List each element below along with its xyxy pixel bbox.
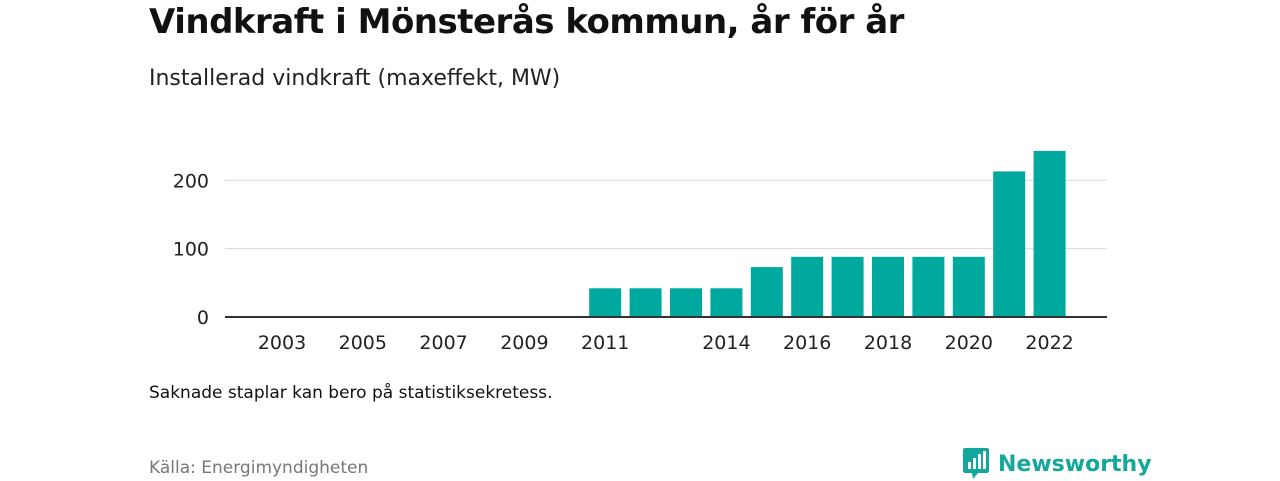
bar-2019 xyxy=(912,256,945,317)
y-tick-label: 0 xyxy=(197,307,209,329)
x-tick-label: 2005 xyxy=(339,332,387,354)
x-tick-label: 2018 xyxy=(864,332,912,354)
bar-2015 xyxy=(750,267,783,317)
x-tick-label: 2016 xyxy=(783,332,831,354)
brand-name: Newsworthy xyxy=(998,451,1152,477)
chart-title: Vindkraft i Mönsterås kommun, år för år xyxy=(149,2,904,42)
y-tick-label: 100 xyxy=(173,239,209,261)
x-tick-label: 2022 xyxy=(1025,332,1073,354)
footnote: Saknade staplar kan bero på statistiksek… xyxy=(149,383,553,403)
x-tick-label: 2009 xyxy=(500,332,548,354)
x-tick-label: 2011 xyxy=(581,332,629,354)
bar-2020 xyxy=(952,256,985,317)
bar-2018 xyxy=(872,256,904,317)
x-tick-label: 2014 xyxy=(702,332,750,354)
bar-2014 xyxy=(710,288,743,317)
bar-2022 xyxy=(1033,150,1066,317)
brand-logo: Newsworthy xyxy=(962,447,1152,481)
bar-2011 xyxy=(589,288,622,317)
newsworthy-icon xyxy=(963,448,989,479)
bar-2017 xyxy=(831,256,864,317)
bar-2013 xyxy=(670,288,702,317)
x-tick-label: 2003 xyxy=(258,332,306,354)
chart-subtitle: Installerad vindkraft (maxeffekt, MW) xyxy=(149,66,561,91)
y-tick-label: 200 xyxy=(173,170,209,192)
x-tick-label: 2007 xyxy=(419,332,467,354)
source-credit: Källa: Energimyndigheten xyxy=(149,458,369,478)
bar-2021 xyxy=(993,171,1026,317)
x-tick-label: 2020 xyxy=(945,332,993,354)
bar-2016 xyxy=(791,256,824,317)
bar-2012 xyxy=(629,288,662,317)
